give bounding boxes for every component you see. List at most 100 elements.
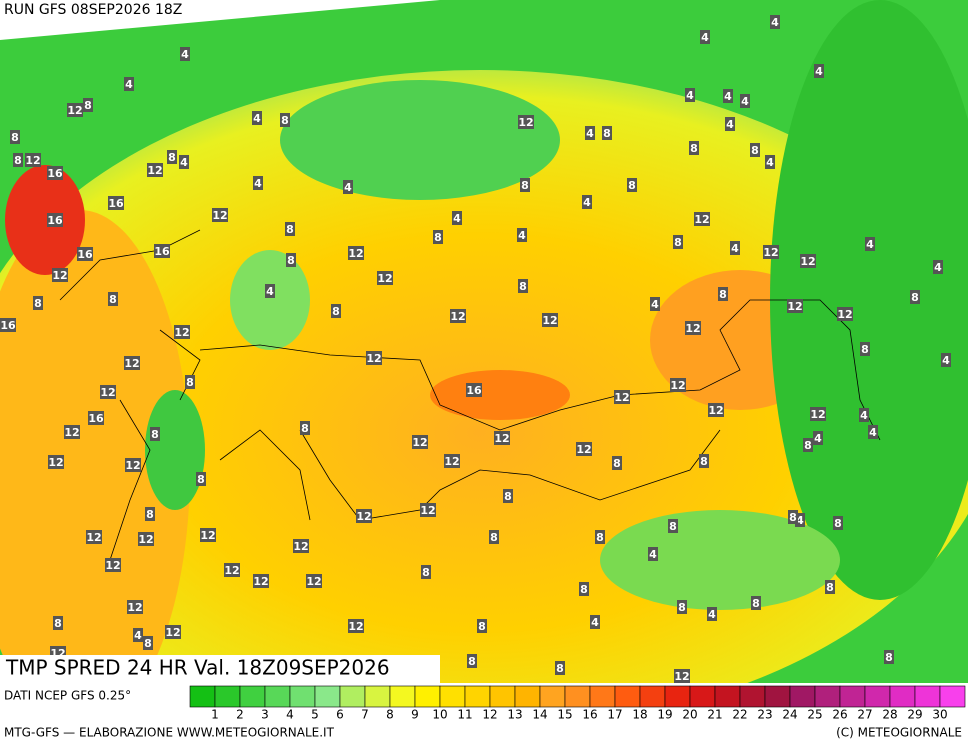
label-box	[770, 15, 780, 29]
contour-label: 16	[47, 214, 63, 227]
contour-label: 12	[52, 269, 67, 282]
contour-label: 8	[519, 280, 527, 293]
contour-label: 4	[344, 181, 352, 194]
colorbar-label: 12	[482, 708, 497, 722]
colorbar-swatch	[839, 685, 866, 708]
label-box	[167, 150, 177, 164]
colorbar-label: 2	[236, 708, 244, 722]
contour-label: 8	[504, 490, 512, 503]
colorbar-label: 17	[607, 708, 622, 722]
contour-label: 4	[181, 48, 189, 61]
colorbar-label: 25	[807, 708, 822, 722]
colorbar-swatch	[889, 685, 916, 708]
label-box	[517, 228, 527, 242]
label-box	[421, 565, 431, 579]
colorbar-swatch	[564, 685, 591, 708]
label-box	[450, 309, 466, 323]
label-box	[108, 196, 124, 210]
colorbar-label: 30	[932, 708, 947, 722]
contour-label: 8	[674, 236, 682, 249]
contour-label: 8	[490, 531, 498, 544]
label-box	[489, 530, 499, 544]
contour-label: 12	[224, 564, 239, 577]
contour-label: 4	[586, 127, 594, 140]
label-box	[837, 307, 853, 321]
colorbar-swatch	[664, 685, 691, 708]
colorbar-label: 22	[732, 708, 747, 722]
contour-label: 4	[518, 229, 526, 242]
colorbar-label: 6	[336, 708, 344, 722]
contour-label: 8	[468, 655, 476, 668]
colorbar-swatch	[914, 685, 941, 708]
label-box	[0, 318, 16, 332]
colorbar-label: 5	[311, 708, 319, 722]
contour-label: 4	[724, 90, 732, 103]
label-box	[212, 208, 228, 222]
contour-label: 16	[88, 412, 104, 425]
label-box	[707, 607, 717, 621]
label-box	[444, 454, 460, 468]
label-box	[576, 442, 592, 456]
colorbar-label: 26	[832, 708, 847, 722]
contour-label: 4	[869, 426, 877, 439]
colorbar-swatch	[414, 685, 441, 708]
contour-label: 4	[741, 95, 749, 108]
label-box	[127, 600, 143, 614]
contour-label: 4	[266, 285, 274, 298]
colorbar-swatch	[439, 685, 466, 708]
contour-label: 8	[286, 223, 294, 236]
contour-label: 8	[700, 455, 708, 468]
label-box	[788, 510, 798, 524]
contour-label: 12	[86, 531, 101, 544]
label-box	[348, 246, 364, 260]
contour-label: 4	[934, 261, 942, 274]
colorbar-label: 23	[757, 708, 772, 722]
label-box	[52, 268, 68, 282]
label-box	[884, 650, 894, 664]
contour-label: 8	[197, 473, 205, 486]
label-box	[10, 130, 20, 144]
contour-label: 16	[466, 384, 482, 397]
label-box	[814, 64, 824, 78]
label-box	[718, 287, 728, 301]
label-box	[689, 141, 699, 155]
label-box	[13, 153, 23, 167]
label-box	[810, 407, 826, 421]
label-box	[300, 421, 310, 435]
label-box	[833, 516, 843, 530]
label-box	[648, 547, 658, 561]
contour-label: 8	[109, 293, 117, 306]
run-title: RUN GFS 08SEP2026 18Z	[4, 2, 182, 18]
label-box	[33, 296, 43, 310]
contour-label: 12	[212, 209, 227, 222]
contour-label: 8	[14, 154, 22, 167]
colorbar-swatch	[789, 685, 816, 708]
label-box	[253, 176, 263, 190]
label-box	[763, 245, 779, 259]
label-box	[306, 574, 322, 588]
label-box	[708, 403, 724, 417]
label-box	[494, 431, 510, 445]
contour-label: 8	[834, 517, 842, 530]
colorbar-swatch	[239, 685, 266, 708]
contour-label: 12	[293, 540, 308, 553]
label-box	[520, 178, 530, 192]
label-box	[503, 489, 513, 503]
contour-label: 8	[186, 376, 194, 389]
label-box	[293, 539, 309, 553]
label-box	[25, 153, 41, 167]
contour-label: 16	[154, 245, 170, 258]
contour-label: 8	[789, 511, 797, 524]
contour-label: 8	[422, 566, 430, 579]
colorbar-swatch	[739, 685, 766, 708]
label-box	[795, 513, 805, 527]
title-box	[0, 655, 440, 683]
colorbar-swatch	[714, 685, 741, 708]
contour-label: 12	[124, 357, 139, 370]
contour-label: 8	[669, 520, 677, 533]
label-box	[185, 375, 195, 389]
credit: MTG-GFS — ELABORAZIONE WWW.METEOGIORNALE…	[4, 726, 335, 740]
label-box	[750, 143, 760, 157]
label-box	[477, 619, 487, 633]
